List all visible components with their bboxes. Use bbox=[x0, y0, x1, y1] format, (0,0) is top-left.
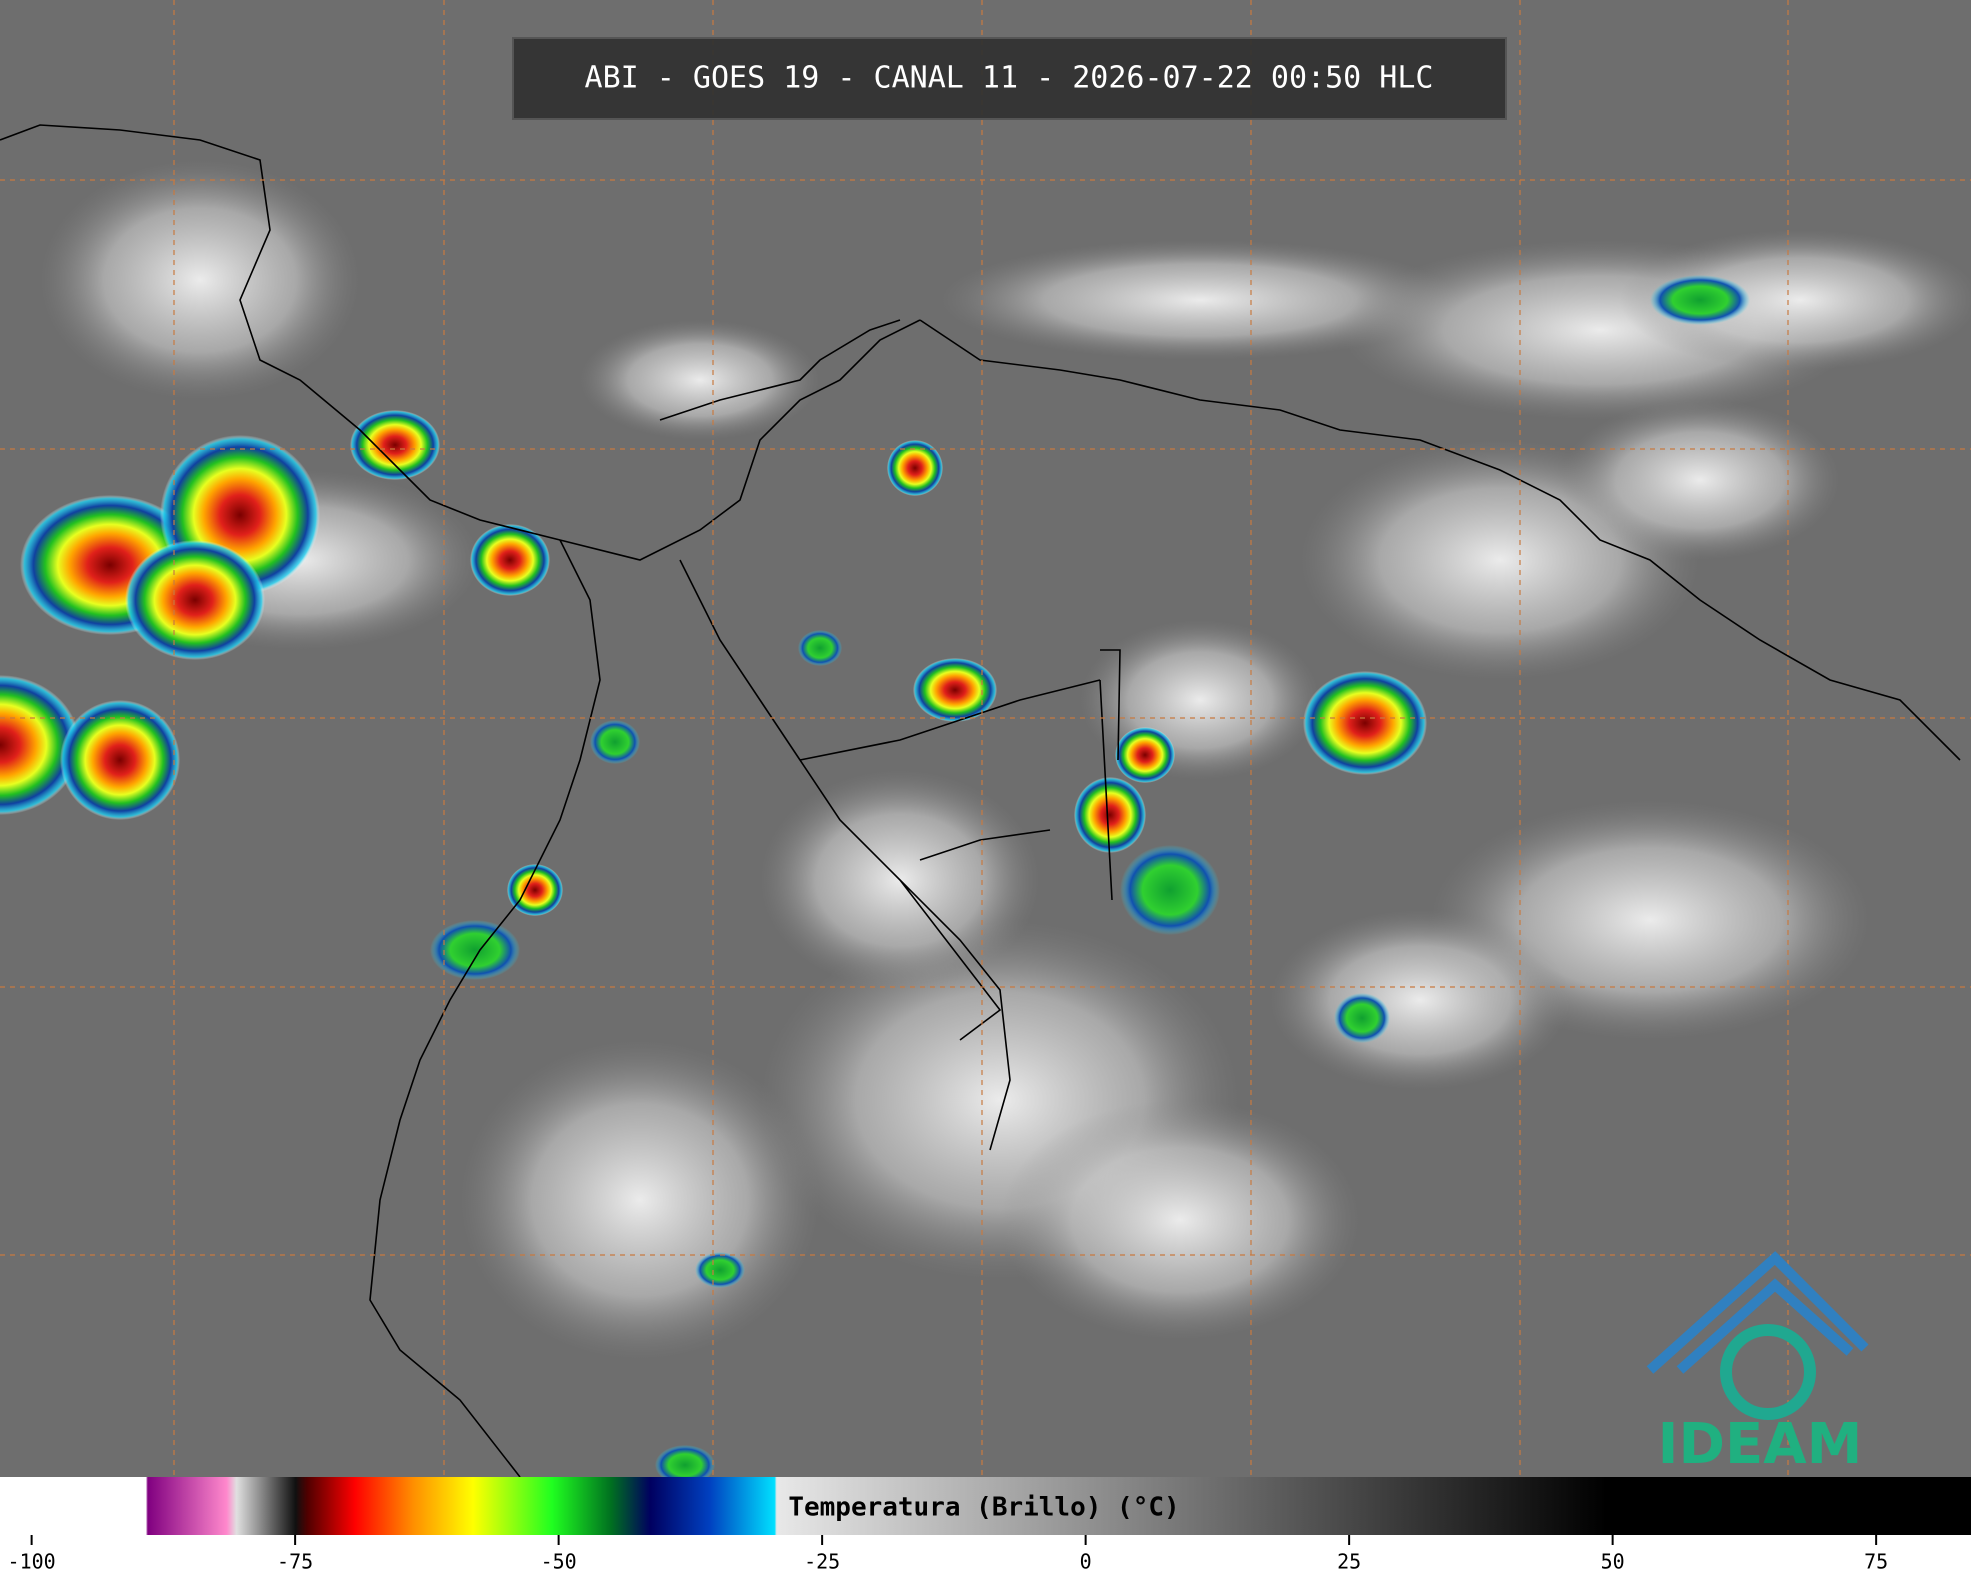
convective-cell bbox=[1334, 993, 1390, 1043]
coastline bbox=[369, 539, 601, 1478]
coastlines bbox=[0, 124, 1961, 1478]
coastline bbox=[0, 124, 921, 561]
cloud bbox=[1270, 910, 1570, 1090]
cloud bbox=[1560, 400, 1840, 560]
title: ABI - GOES 19 - CANAL 11 - 2026-07-22 00… bbox=[585, 61, 1434, 96]
cloud bbox=[1000, 1100, 1360, 1340]
colorbar bbox=[0, 1477, 1971, 1535]
tick-label: 25 bbox=[1337, 1550, 1361, 1574]
storm-cell bbox=[507, 864, 563, 916]
storm-cell bbox=[125, 540, 265, 660]
tick-label: 75 bbox=[1864, 1550, 1888, 1574]
tick-label: -25 bbox=[804, 1550, 840, 1574]
logo-roof bbox=[1646, 1251, 1869, 1374]
cloud bbox=[40, 160, 360, 400]
tick-label: 50 bbox=[1601, 1550, 1625, 1574]
logo: IDEAM bbox=[1646, 1251, 1869, 1477]
cloud bbox=[460, 1040, 820, 1360]
cloud bbox=[580, 320, 820, 440]
tick-label: 0 bbox=[1080, 1550, 1092, 1574]
storm-cell bbox=[1303, 671, 1427, 775]
colorbar-ticks: -100 -75 -50 -25 0 25 50 75 bbox=[8, 1535, 1888, 1574]
storm-cell bbox=[470, 524, 550, 596]
storm-cell bbox=[1074, 777, 1146, 853]
border bbox=[659, 319, 1121, 1151]
cloud bbox=[940, 240, 1460, 360]
coastline bbox=[919, 319, 1961, 761]
tick-strip bbox=[0, 1535, 1971, 1577]
storm-cell bbox=[887, 440, 943, 496]
convective-cell bbox=[798, 630, 842, 666]
storm-cell bbox=[0, 675, 80, 815]
title-box bbox=[512, 37, 1507, 120]
graticule bbox=[0, 0, 1971, 1477]
convective-cell bbox=[1120, 845, 1220, 935]
cloud-layer bbox=[0, 160, 1971, 1485]
convective-cell bbox=[695, 1252, 745, 1288]
convective-cell bbox=[655, 1445, 715, 1485]
convective-cell bbox=[590, 720, 640, 764]
cloud bbox=[1620, 230, 1971, 370]
storm-cell bbox=[1115, 727, 1175, 783]
convective-cell bbox=[430, 920, 520, 980]
storm-cell bbox=[60, 700, 180, 820]
logo-text: IDEAM bbox=[1658, 1412, 1863, 1477]
storm-cell bbox=[913, 658, 997, 722]
tick-label: -75 bbox=[277, 1550, 313, 1574]
convective-cell bbox=[1650, 275, 1750, 325]
colorbar-label: Temperatura (Brillo) (°C) bbox=[788, 1493, 1179, 1523]
tick-label: -50 bbox=[541, 1550, 577, 1574]
storm-cell bbox=[350, 410, 440, 480]
logo-swirl bbox=[1720, 1324, 1816, 1420]
tick-label: -100 bbox=[8, 1550, 56, 1574]
